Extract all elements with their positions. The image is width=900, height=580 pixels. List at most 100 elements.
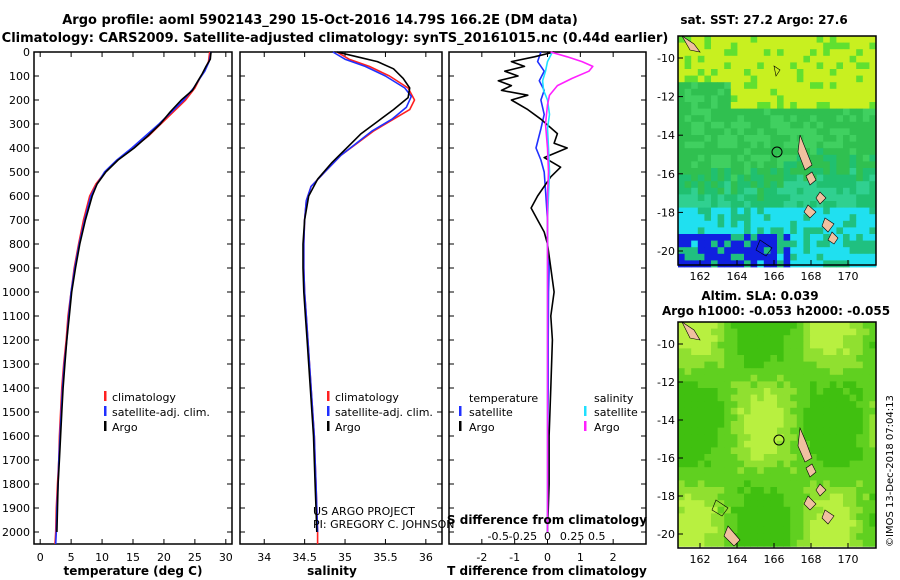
map-cell <box>717 467 725 475</box>
map-cell <box>816 388 824 395</box>
map-cell <box>704 434 712 442</box>
temperature-xlabel: temperature (deg C) <box>64 564 203 578</box>
map-cell <box>777 414 784 422</box>
map-cell <box>737 115 745 123</box>
map-cell <box>843 361 850 369</box>
map-cell <box>862 260 870 268</box>
map-cell <box>684 427 692 435</box>
map-cell <box>790 69 798 76</box>
map-cell <box>836 487 844 494</box>
map-cell <box>783 493 791 501</box>
map-cell <box>862 487 870 494</box>
map-cell <box>777 454 784 461</box>
map-cell <box>810 427 817 435</box>
map-cell <box>843 500 850 508</box>
map-cell <box>777 260 784 268</box>
map-cell <box>697 414 705 422</box>
map-cell <box>790 460 798 468</box>
map-cell <box>717 75 725 83</box>
map-cell <box>816 460 824 468</box>
map-cell <box>684 421 692 428</box>
map-cell <box>810 335 817 343</box>
map-cell <box>836 328 844 336</box>
map-cell <box>717 128 725 136</box>
map-cell <box>763 220 771 228</box>
map-cell <box>763 108 771 116</box>
map-cell <box>849 394 857 402</box>
map-cell <box>777 401 784 409</box>
map-cell <box>730 434 738 442</box>
map-cell <box>691 260 699 268</box>
map-cell <box>836 394 844 402</box>
map-cell <box>862 414 870 422</box>
map-cell <box>697 341 705 349</box>
map-cell <box>810 181 817 189</box>
map-cell <box>730 368 738 376</box>
map-cell <box>744 526 751 534</box>
map-cell <box>783 253 791 261</box>
map-cell <box>843 414 850 422</box>
map-cell <box>816 414 824 422</box>
map-cell <box>777 253 784 261</box>
map-cell <box>777 95 784 103</box>
map-cell <box>763 187 771 195</box>
map-cell <box>816 121 824 129</box>
map-y-tick-label: -10 <box>657 52 675 65</box>
map-cell <box>717 434 725 442</box>
map-cell <box>711 454 718 461</box>
map-cell <box>796 36 804 43</box>
map-cell <box>803 335 811 343</box>
map-cell <box>843 128 850 136</box>
map-cell <box>724 234 732 241</box>
map-cell <box>757 121 765 129</box>
map-cell <box>763 194 771 202</box>
map-cell <box>856 148 864 156</box>
map-cell <box>750 506 758 514</box>
map-cell <box>849 247 857 255</box>
map-cell <box>823 42 831 50</box>
map-cell <box>796 102 804 109</box>
map-cell <box>737 187 745 195</box>
map-cell <box>763 161 771 169</box>
map-cell <box>744 240 751 248</box>
map-cell <box>757 467 765 475</box>
map-cell <box>757 487 765 494</box>
map-cell <box>777 168 784 175</box>
map-cell <box>717 361 725 369</box>
map-cell <box>678 115 685 123</box>
map-cell <box>737 108 745 116</box>
map-cell <box>737 526 745 534</box>
map-cell <box>737 434 745 442</box>
map-cell <box>790 401 798 409</box>
map-cell <box>678 348 685 356</box>
map-cell <box>704 82 712 90</box>
map-cell <box>684 526 692 534</box>
map-cell <box>796 88 804 96</box>
map-cell <box>744 381 751 389</box>
map-cell <box>717 328 725 336</box>
map-cell <box>843 355 850 362</box>
map-cell <box>816 341 824 349</box>
series-s-argo <box>544 51 594 532</box>
map-cell <box>843 368 850 376</box>
map-cell <box>810 388 817 395</box>
salinity-legend: climatology satellite-adj. clim. Argo <box>327 391 433 434</box>
map-cell <box>737 207 745 215</box>
map-cell <box>711 401 718 409</box>
map-cell <box>816 214 824 222</box>
map-cell <box>790 161 798 169</box>
map-cell <box>849 533 857 541</box>
map-cell <box>849 526 857 534</box>
map-cell <box>862 240 870 248</box>
map-cell <box>704 454 712 461</box>
map-cell <box>810 234 817 241</box>
legend-salinity-heading: salinity <box>594 392 634 405</box>
map-cell <box>684 194 692 202</box>
map-cell <box>783 168 791 175</box>
map-cell <box>849 454 857 461</box>
x-tick-label: -1 <box>509 551 520 564</box>
map-cell <box>816 128 824 136</box>
map-cell <box>744 368 751 376</box>
map-cell <box>730 322 738 329</box>
map-cell <box>730 234 738 241</box>
